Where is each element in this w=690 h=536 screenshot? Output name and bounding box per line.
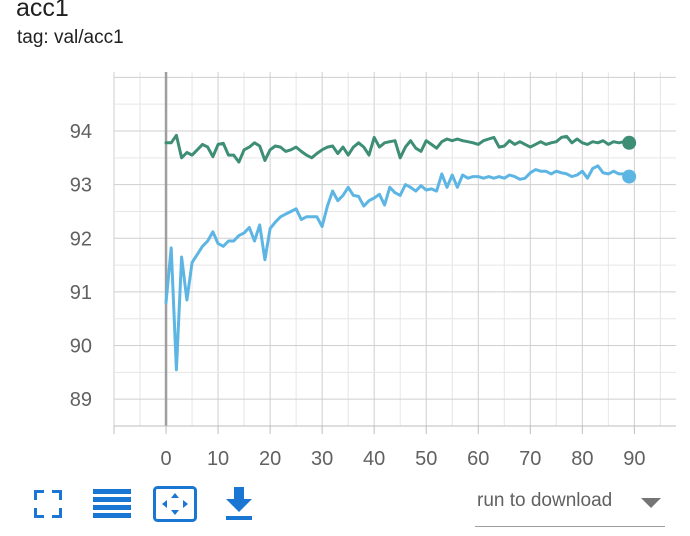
y-tick-label: 91 bbox=[70, 282, 92, 304]
download-icon bbox=[226, 487, 252, 520]
download-data-button[interactable] bbox=[217, 486, 261, 522]
series-line bbox=[164, 133, 631, 164]
x-tick-label: 90 bbox=[623, 448, 645, 470]
chevron-down-icon bbox=[641, 498, 661, 508]
x-tick-label: 60 bbox=[467, 448, 489, 470]
x-tick-label: 40 bbox=[363, 448, 385, 470]
y-tick-label: 89 bbox=[70, 389, 92, 411]
fit-domain-button[interactable] bbox=[153, 486, 197, 522]
y-tick-label: 90 bbox=[70, 336, 92, 358]
chart-grid bbox=[113, 72, 676, 427]
y-tick-label: 94 bbox=[70, 121, 92, 143]
chart-title: acc1 bbox=[16, 0, 69, 22]
y-tick-label: 93 bbox=[70, 175, 92, 197]
x-tick-label: 80 bbox=[571, 448, 593, 470]
x-tick-label: 20 bbox=[259, 448, 281, 470]
fit-to-data-icon bbox=[153, 486, 197, 522]
chart-tag: tag: val/acc1 bbox=[17, 27, 124, 48]
fullscreen-button[interactable] bbox=[26, 486, 70, 522]
series-line bbox=[164, 164, 631, 372]
fullscreen-icon bbox=[34, 490, 62, 518]
chart-axes bbox=[113, 72, 676, 434]
y-tick-label: 92 bbox=[70, 228, 92, 250]
x-tick-label: 0 bbox=[160, 448, 171, 470]
x-tick-label: 70 bbox=[519, 448, 541, 470]
x-tick-label: 10 bbox=[207, 448, 229, 470]
run-download-label: run to download bbox=[477, 490, 613, 511]
x-tick-label: 50 bbox=[415, 448, 437, 470]
list-icon bbox=[93, 489, 131, 518]
run-download-select[interactable]: run to download bbox=[475, 486, 665, 527]
chart-series bbox=[164, 133, 637, 372]
series-end-point bbox=[622, 135, 637, 150]
x-tick-label: 30 bbox=[311, 448, 333, 470]
chart-ticks: 0 10 20 30 40 50 60 70 80 90 89 90 91 92 93 94 bbox=[70, 121, 646, 470]
series-end-point bbox=[622, 169, 637, 184]
toggle-log-scale-button[interactable] bbox=[90, 486, 134, 522]
